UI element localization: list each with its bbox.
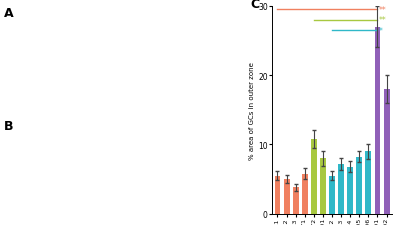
- Bar: [274, 176, 280, 214]
- Y-axis label: % area of GCs in outer zone: % area of GCs in outer zone: [249, 61, 255, 159]
- Bar: [384, 90, 390, 214]
- Bar: [366, 152, 371, 214]
- Bar: [302, 174, 308, 214]
- Bar: [356, 157, 362, 214]
- Text: B: B: [4, 119, 14, 132]
- Text: C: C: [250, 0, 260, 11]
- Text: *: *: [379, 26, 383, 35]
- Text: **: **: [379, 6, 386, 15]
- Bar: [320, 159, 326, 214]
- Bar: [347, 167, 353, 214]
- Bar: [293, 187, 298, 214]
- Text: **: **: [379, 16, 386, 25]
- Bar: [338, 164, 344, 214]
- Bar: [311, 139, 317, 214]
- Text: A: A: [4, 7, 14, 20]
- Bar: [284, 179, 290, 214]
- Bar: [374, 27, 380, 214]
- Bar: [329, 176, 335, 214]
